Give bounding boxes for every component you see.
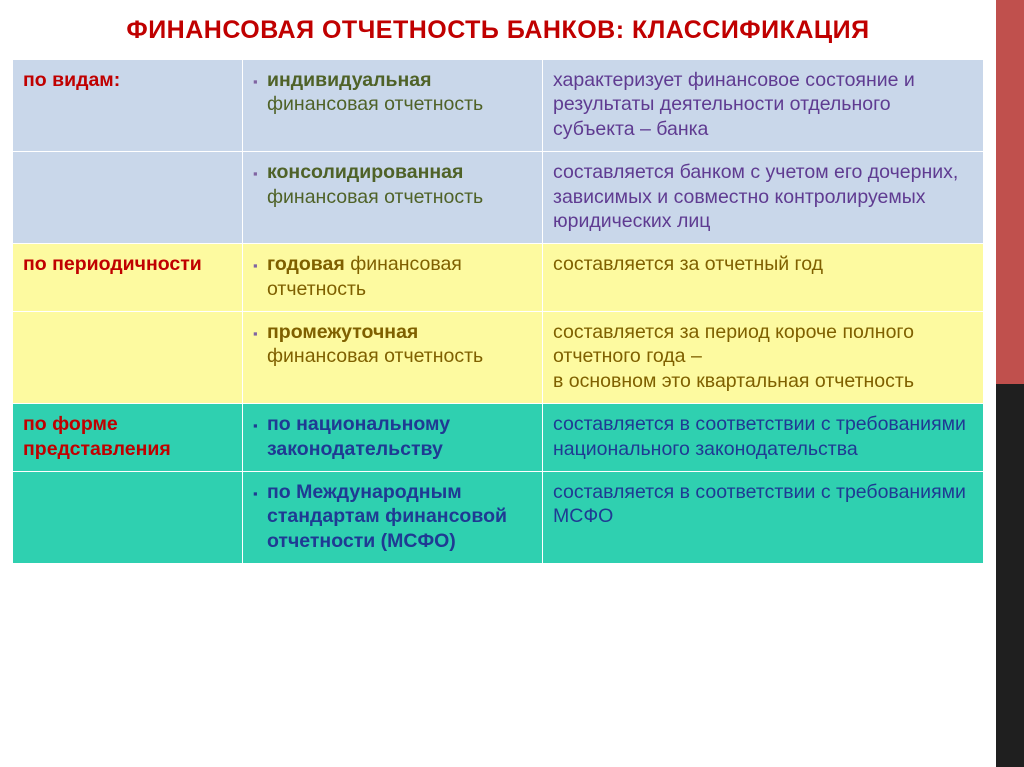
table-row: ▪по Международным стандартам финансовой …: [13, 471, 984, 563]
term-cell: ▪по Международным стандартам финансовой …: [243, 471, 543, 563]
term-rest: финансовая отчетность: [267, 186, 483, 208]
term-cell: ▪индивидуальная финансовая отчетность: [243, 60, 543, 152]
term-bold: по национальному законодательству: [267, 413, 450, 459]
category-cell: [13, 471, 243, 563]
bullet-icon: ▪: [253, 320, 267, 369]
page-title: ФИНАНСОВАЯ ОТЧЕТНОСТЬ БАНКОВ: КЛАССИФИКА…: [12, 16, 984, 45]
table-row: по видам: ▪индивидуальная финансовая отче…: [13, 60, 984, 152]
description-text: составляется за отчетный год: [553, 253, 823, 275]
term-cell: ▪годовая финансовая отчетность: [243, 244, 543, 312]
description-text: составляется банком с учетом его дочерни…: [553, 161, 958, 232]
term-bold: годовая: [267, 253, 345, 275]
description-cell: составляется банком с учетом его дочерни…: [543, 152, 984, 244]
category-cell: по периодичности: [13, 244, 243, 312]
bullet-icon: ▪: [253, 252, 267, 301]
term-cell: ▪консолидированная финансовая отчетность: [243, 152, 543, 244]
description-text: составляется в соответствии с требования…: [553, 481, 966, 527]
accent-stripe-bottom: [996, 384, 1024, 767]
category-cell: [13, 152, 243, 244]
category-label: по форме представления: [23, 413, 171, 459]
category-cell: по форме представления: [13, 404, 243, 472]
table-row: ▪консолидированная финансовая отчетность…: [13, 152, 984, 244]
bullet-icon: ▪: [253, 412, 267, 461]
bullet-icon: ▪: [253, 480, 267, 553]
classification-table: по видам:▪индивидуальная финансовая отче…: [12, 59, 984, 564]
term-cell: ▪промежуточная финансовая отчетность: [243, 312, 543, 404]
table-row: по периодичности ▪годовая финансовая отче…: [13, 244, 984, 312]
category-cell: по видам:: [13, 60, 243, 152]
description-text: составляется за период короче полного от…: [553, 321, 914, 392]
description-cell: составляется в соответствии с требования…: [543, 404, 984, 472]
term-bold: индивидуальная: [267, 69, 432, 91]
term-cell: ▪по национальному законодательству: [243, 404, 543, 472]
bullet-icon: ▪: [253, 68, 267, 117]
category-label: по периодичности: [23, 253, 202, 275]
description-text: составляется в соответствии с требования…: [553, 413, 966, 459]
term-bold: по Международным стандартам финансовой о…: [267, 481, 507, 552]
term-bold: промежуточная: [267, 321, 418, 343]
term-rest: финансовая отчетность: [267, 93, 483, 115]
description-cell: составляется за отчетный год: [543, 244, 984, 312]
slide-content: ФИНАНСОВАЯ ОТЧЕТНОСТЬ БАНКОВ: КЛАССИФИКА…: [0, 0, 996, 767]
accent-stripe: [996, 0, 1024, 767]
bullet-icon: ▪: [253, 160, 267, 209]
description-cell: составляется в соответствии с требования…: [543, 471, 984, 563]
accent-stripe-top: [996, 0, 1024, 384]
category-cell: [13, 312, 243, 404]
description-cell: составляется за период короче полного от…: [543, 312, 984, 404]
term-bold: консолидированная: [267, 161, 463, 183]
category-label: по видам:: [23, 69, 120, 91]
description-text: характеризует финансовое состояние и рез…: [553, 69, 915, 140]
description-cell: характеризует финансовое состояние и рез…: [543, 60, 984, 152]
table-row: ▪промежуточная финансовая отчетностьсост…: [13, 312, 984, 404]
term-rest: финансовая отчетность: [267, 345, 483, 367]
table-row: по форме представления ▪по национальному …: [13, 404, 984, 472]
